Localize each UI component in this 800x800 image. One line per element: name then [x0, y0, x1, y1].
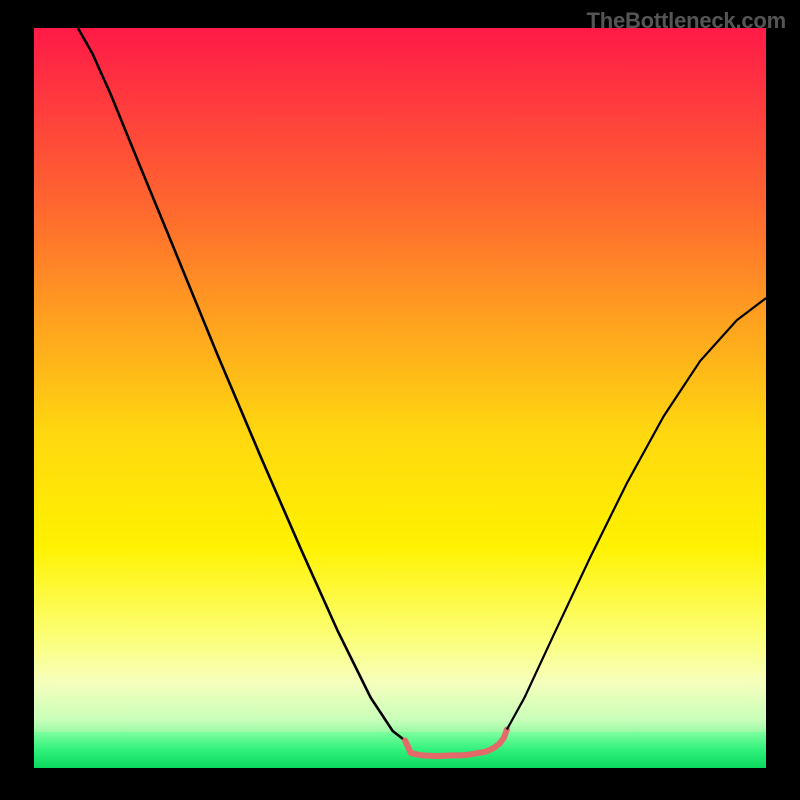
right-curve — [507, 298, 766, 729]
left-curve — [78, 28, 405, 741]
plot-area — [34, 28, 766, 768]
curve-layer — [34, 28, 766, 768]
watermark-text: TheBottleneck.com — [586, 8, 786, 34]
bottom-bump — [405, 730, 507, 757]
